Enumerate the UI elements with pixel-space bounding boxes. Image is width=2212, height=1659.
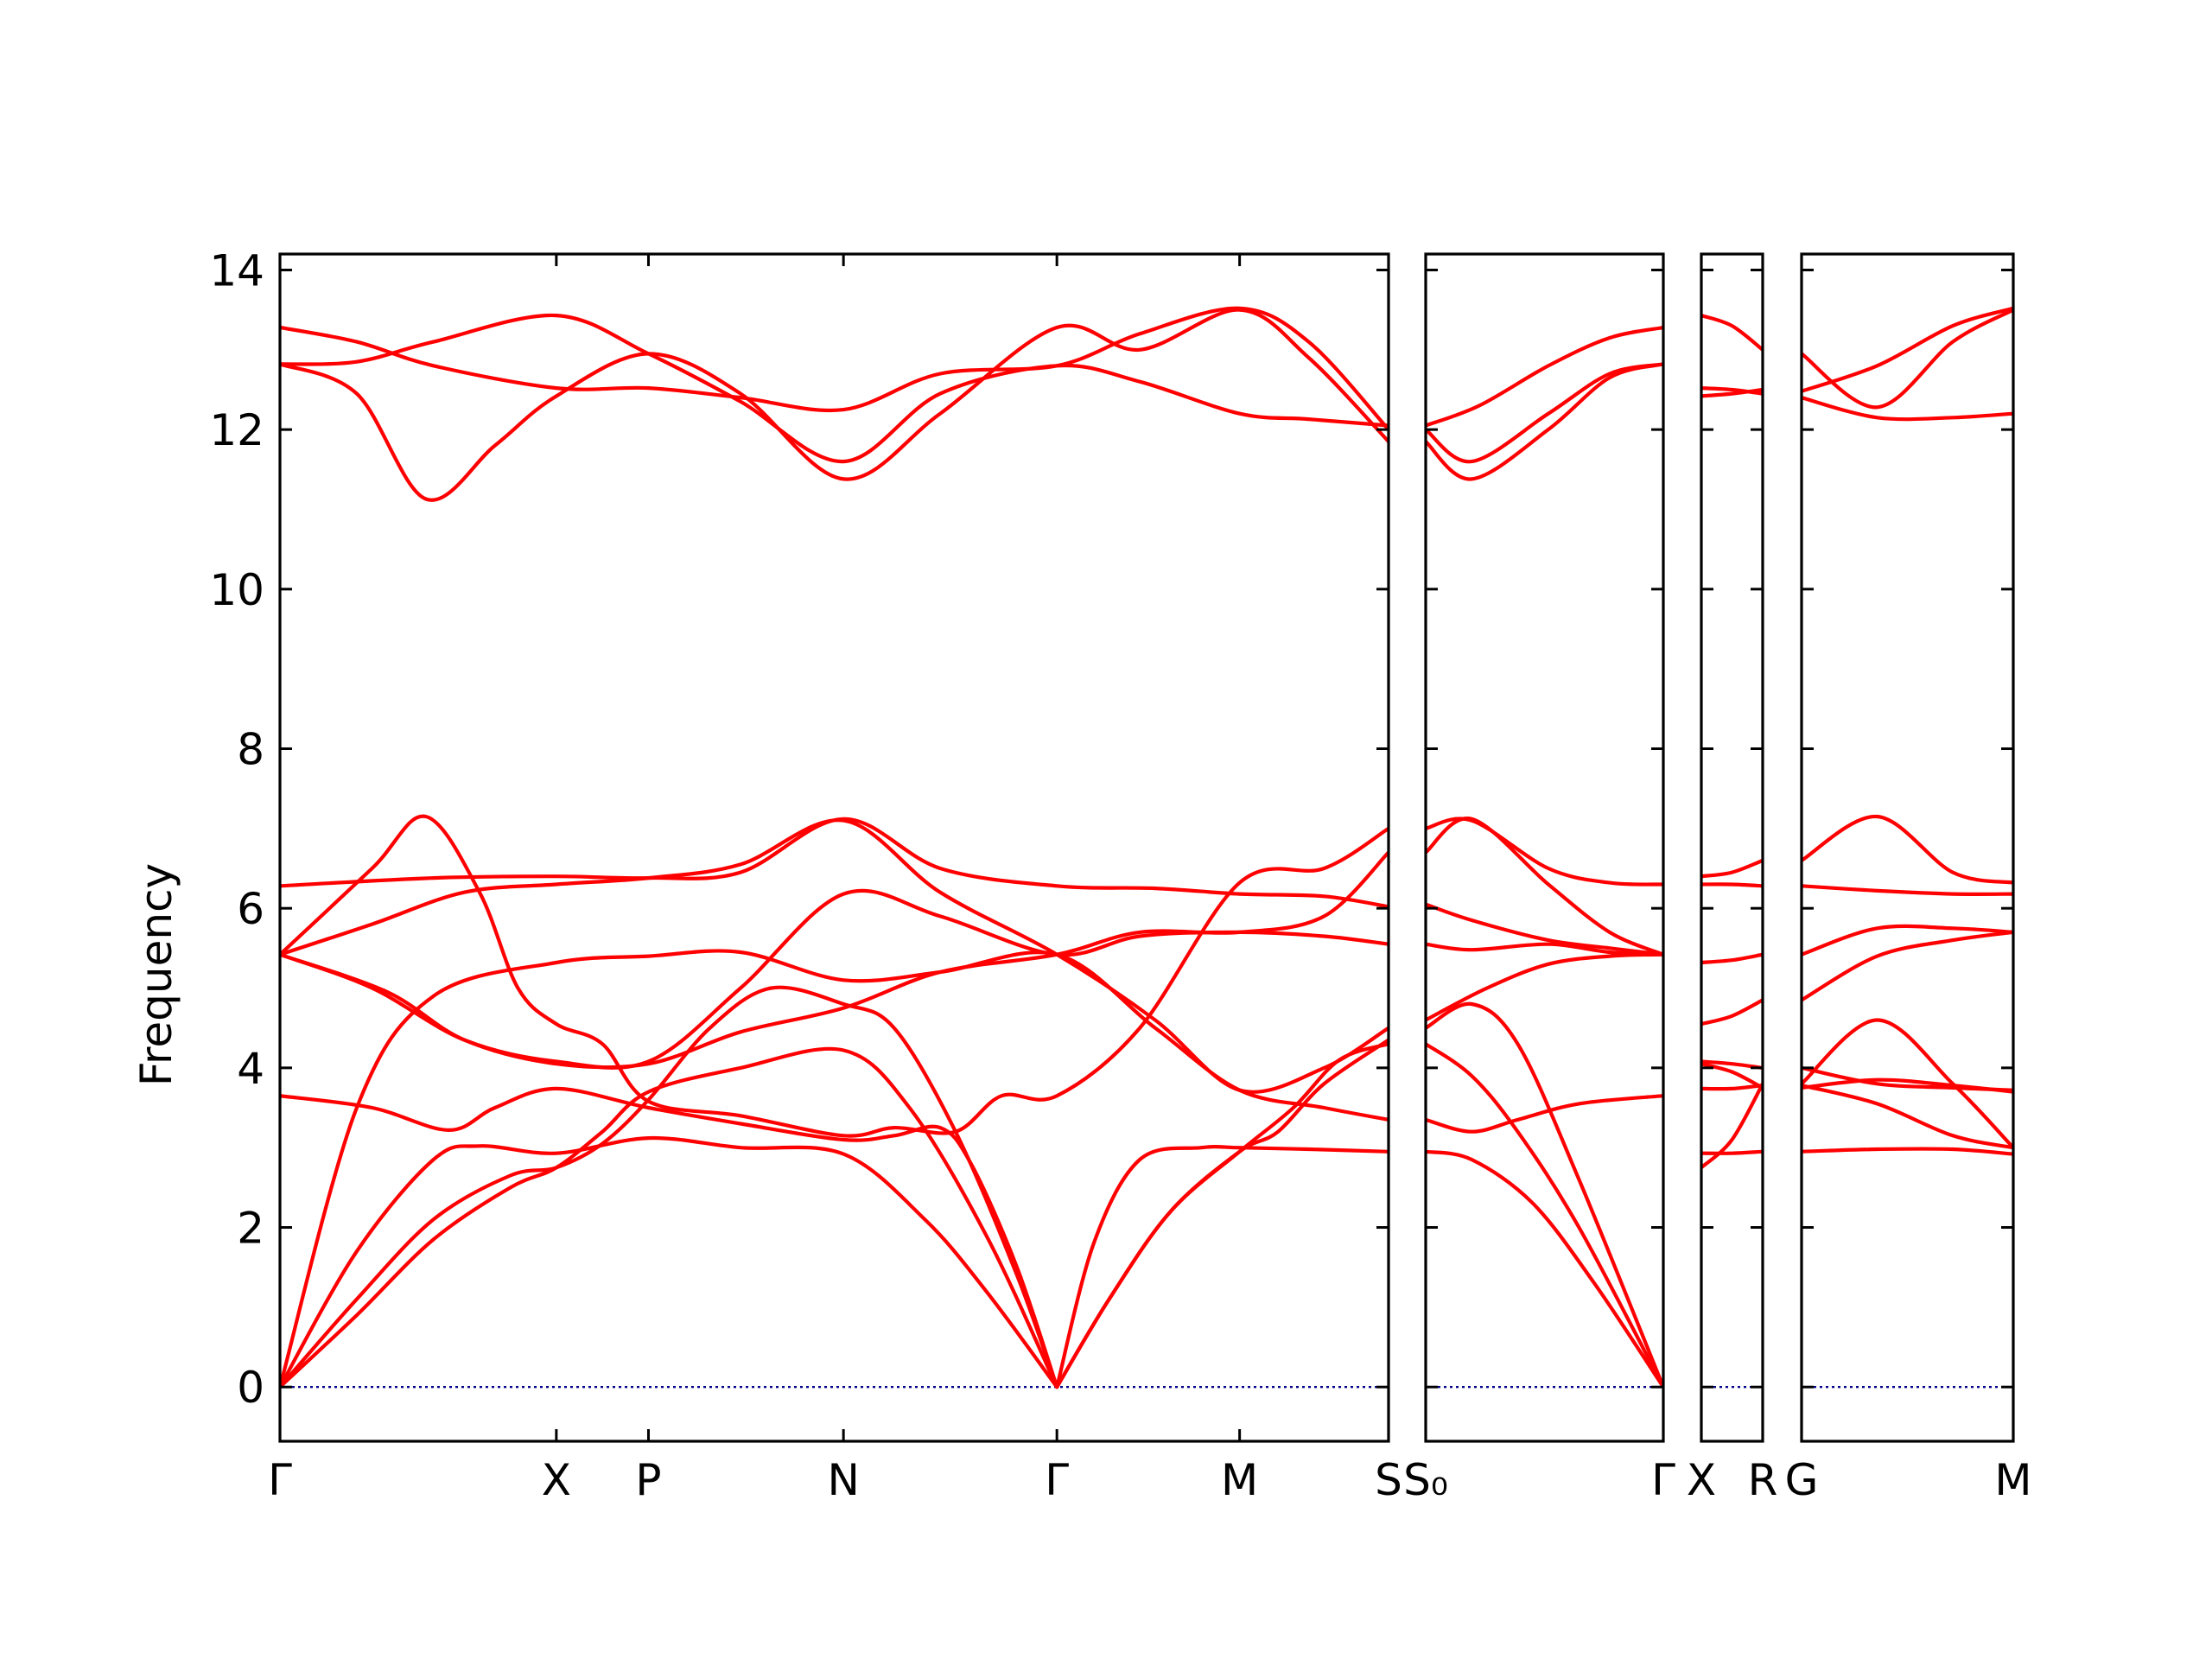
panel-3-band-11 [1701, 1149, 1763, 1155]
panel-2-frame [1424, 252, 1665, 1443]
panel-2-band-11 [1426, 1094, 1663, 1134]
panel-4-band-7 [1802, 930, 2013, 1002]
panel-1-xtick-label-1: X [542, 1455, 571, 1505]
panel-2-band-10 [1426, 1042, 1663, 1389]
panel-4-band-3 [1802, 396, 2013, 422]
y-axis-label: Frequency [131, 863, 181, 1086]
panel-2-band-7 [1426, 942, 1663, 957]
panel-1-frame [278, 252, 1390, 1443]
panel-1-band-8 [280, 850, 1389, 1070]
panel-4-band-5 [1802, 884, 2013, 896]
panel-4-band-11 [1802, 1077, 2013, 1094]
panel-3-band-7 [1701, 998, 1763, 1027]
panel-1-xtick-label-2: P [635, 1455, 661, 1505]
panel-4-xtick-label-0: G [1785, 1455, 1819, 1505]
panel-2-xtick-label-1: Γ [1651, 1455, 1675, 1505]
panel-4-frame [1800, 252, 2015, 1443]
panel-4-band-9 [1802, 1084, 2013, 1150]
panel-3-band-2 [1701, 386, 1763, 396]
panel-4-xtick-label-1: M [1994, 1455, 2031, 1505]
panel-1-band-14 [1055, 1145, 1389, 1389]
panel-4-bands [1802, 306, 2013, 1389]
panel-2-band-3 [1426, 362, 1663, 481]
panel-2-band-1 [1426, 325, 1663, 428]
panel-2-band-5 [1426, 817, 1663, 957]
panel-1-band-12 [280, 985, 1059, 1389]
ytick-label-12: 12 [209, 405, 264, 455]
panel-1-band-6 [280, 818, 1389, 1094]
ytick-label-2: 2 [237, 1204, 264, 1254]
ytick-label-8: 8 [237, 725, 264, 775]
panel-4-band-2 [1802, 308, 2013, 410]
panel-1-xtick-label-4: Γ [1045, 1455, 1069, 1505]
panel-1-band-4 [280, 817, 1389, 909]
ytick-label-10: 10 [209, 565, 264, 615]
panel-1-band-3 [280, 308, 1389, 502]
panel-1-band-13 [280, 1046, 1059, 1389]
panel-2-band-2 [1426, 362, 1663, 464]
panel-3-band-10 [1701, 1084, 1763, 1091]
panel-2-band-9 [1426, 1001, 1663, 1389]
ytick-label-14: 14 [209, 245, 264, 296]
panel-2-band-6 [1426, 902, 1663, 957]
panel-4-band-1 [1802, 306, 2013, 393]
frames-layer [278, 252, 2015, 1443]
panel-3-band-6 [1701, 952, 1763, 965]
panel-2-bands [1426, 325, 1663, 1389]
panel-3-band-1 [1701, 314, 1763, 352]
panel-3-band-9 [1701, 1062, 1763, 1090]
panel-1-xtick-label-6: S [1375, 1455, 1402, 1505]
panel-3-frame [1700, 252, 1764, 1443]
panel-1-xtick-label-3: N [827, 1455, 859, 1505]
panel-1-band-11 [280, 1135, 1059, 1389]
panel-1-band-1 [280, 306, 1389, 432]
panel-1-xtick-label-0: Γ [268, 1455, 292, 1505]
ytick-label-4: 4 [237, 1044, 264, 1094]
panel-4-band-8 [1802, 1018, 2013, 1150]
panel-2-xtick-label-0: S₀ [1403, 1455, 1448, 1505]
panel-3-band-12 [1701, 1082, 1763, 1170]
panel-4-band-4 [1802, 814, 2013, 885]
panel-1-band-9 [280, 949, 1389, 1389]
ytick-label-6: 6 [237, 884, 264, 934]
ytick-label-0: 0 [237, 1363, 264, 1413]
panel-1-band-5 [280, 814, 1389, 1138]
panel-3-band-5 [1701, 882, 1763, 888]
panel-3-bands [1701, 314, 1763, 1389]
panel-3-xtick-label-0: X [1687, 1455, 1716, 1505]
panel-2-band-4 [1426, 817, 1663, 887]
panel-1-band-10 [280, 1086, 1059, 1389]
panel-1-xtick-label-5: M [1221, 1455, 1258, 1505]
panel-2-band-8 [1426, 952, 1663, 1022]
panel-1-band-16 [1055, 1042, 1389, 1389]
panel-3-xtick-label-1: R [1748, 1455, 1778, 1505]
panel-1-band-2 [280, 313, 1389, 464]
panel-3-band-3 [1701, 387, 1763, 398]
panel-4-band-6 [1802, 924, 2013, 957]
bands-layer [280, 306, 2013, 1389]
panel-2-band-12 [1426, 1149, 1663, 1389]
panel-1-bands [280, 306, 1389, 1389]
panel-4-band-12 [1802, 1147, 2013, 1156]
panel-3-band-4 [1701, 858, 1763, 879]
